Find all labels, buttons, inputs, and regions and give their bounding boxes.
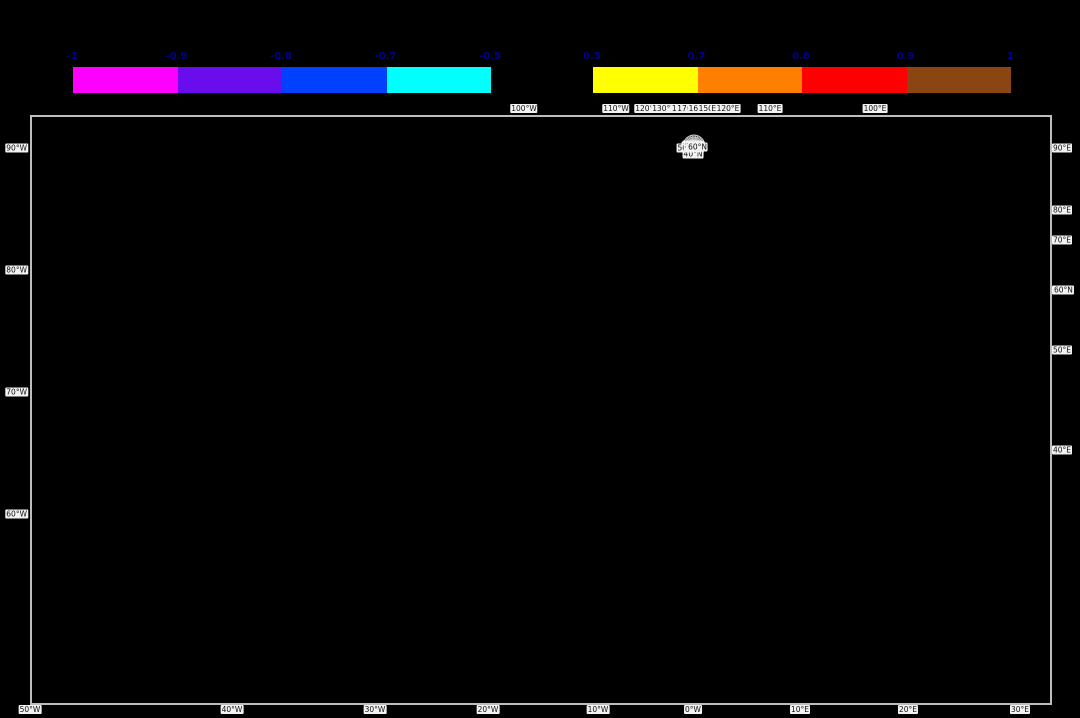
colorbar-swatch-magenta: [73, 67, 178, 93]
axis-label-left: 90°W: [5, 143, 28, 153]
colorbar-tick-label: -0.9: [165, 51, 188, 62]
negative-colorbar-ticks: -1 -0.9 -0.8 -0.7 -0.5: [66, 50, 500, 64]
axis-label-top: 100°W: [510, 104, 538, 113]
colorbar-swatch-brown: [906, 67, 1011, 93]
colorbar-tick-label: 0.5: [583, 51, 601, 62]
axis-label-top: 130°W: [651, 104, 679, 113]
colorbar-tick-label: -0.8: [270, 51, 292, 62]
map-frame-border: [31, 116, 1051, 704]
axis-label-bottom: 40°W: [220, 705, 244, 714]
colorbar-swatch-orange: [697, 67, 802, 93]
axis-label-bottom: 20°W: [476, 705, 500, 714]
graticule-label-60N-east: 60°N: [687, 142, 709, 152]
negative-correlation-colorbar: [72, 66, 492, 94]
axis-label-bottom: 50°W: [18, 705, 42, 714]
colorbar-swatch-red: [802, 67, 907, 93]
axis-label-top: 150°E: [697, 104, 723, 113]
colorbar-tick-label: 1: [1006, 51, 1014, 62]
axis-label-top: 110°W: [602, 104, 630, 113]
colorbar-tick-label: -0.5: [479, 51, 501, 62]
axis-label-bottom: 30°E: [1009, 705, 1031, 714]
axis-label-bottom: 20°E: [897, 705, 919, 714]
axis-label-right: 90°E: [1052, 143, 1073, 153]
map-plot-area: [30, 115, 1052, 705]
axis-label-bottom: 10°E: [789, 705, 811, 714]
colorbar-swatch-yellow: [593, 67, 698, 93]
axis-label-bottom: 10°W: [586, 705, 610, 714]
graticule-label-40N: 40°N: [682, 149, 704, 159]
axis-label-left: 60°W: [5, 509, 28, 519]
colorbar-tick-label: 0.8: [792, 51, 810, 62]
colorbar-swatch-cyan: [386, 67, 491, 93]
axis-label-top: 100°E: [862, 104, 888, 113]
positive-colorbar-ticks: 0.5 0.7 0.8 0.9 1: [583, 50, 1013, 64]
axis-label-top: 110°E: [757, 104, 783, 113]
axis-label-right: 80°E: [1052, 205, 1073, 215]
map-background: [31, 116, 1051, 704]
colorbar-swatch-blue: [282, 67, 387, 93]
colorbar-tick-label: 0.7: [687, 51, 706, 62]
axis-label-right: 70°E: [1052, 235, 1073, 245]
axis-label-left: 80°W: [5, 265, 28, 275]
axis-label-top: 120°E: [715, 104, 741, 113]
colorbar-tick-label: -0.7: [374, 51, 397, 62]
axis-label-right-lat: 60°N: [1053, 285, 1074, 295]
map-canvas: [31, 116, 1051, 704]
axis-label-right: 50°E: [1052, 345, 1073, 355]
colorbar-swatch-violet: [177, 67, 282, 93]
map-clip: [31, 116, 1051, 704]
colorbar-tick-label: -1: [66, 51, 78, 62]
axis-label-top: 120°W: [634, 104, 662, 113]
axis-label-bottom: 30°W: [363, 705, 387, 714]
axis-label-bottom: 0°W: [684, 705, 702, 714]
positive-correlation-colorbar: [592, 66, 1012, 94]
axis-label-left: 70°W: [5, 387, 28, 397]
axis-label-right: 40°E: [1052, 445, 1073, 455]
colorbar-tick-label: 0.9: [896, 51, 915, 62]
